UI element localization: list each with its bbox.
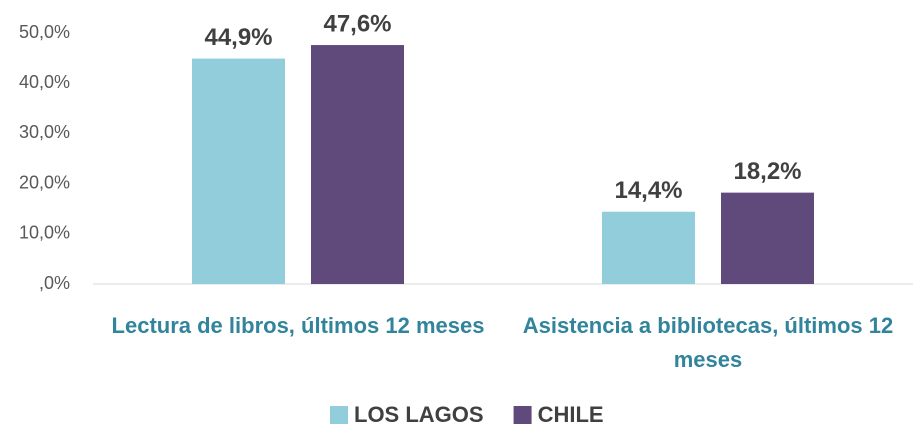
legend-swatch xyxy=(513,406,532,424)
bar xyxy=(311,45,404,284)
y-tick-label: 40,0% xyxy=(19,72,70,92)
data-label: 14,4% xyxy=(614,177,682,204)
x-tick-label: Lectura de libros, últimos 12 meses xyxy=(111,313,485,338)
bar xyxy=(192,58,285,284)
bar xyxy=(602,211,695,284)
x-tick-label: Asistencia a bibliotecas, últimos 12 mes… xyxy=(522,313,894,372)
y-tick-label: ,0% xyxy=(39,273,70,293)
y-tick-label: 20,0% xyxy=(19,172,70,192)
bar xyxy=(721,192,814,284)
data-label: 44,9% xyxy=(204,24,272,51)
legend-swatch xyxy=(330,406,348,424)
y-tick-label: 10,0% xyxy=(19,223,70,243)
legend-label: CHILE xyxy=(538,402,604,427)
y-tick-label: 30,0% xyxy=(19,122,70,142)
data-label: 47,6% xyxy=(323,10,391,37)
y-tick-label: 50,0% xyxy=(19,22,70,42)
legend-label: LOS LAGOS xyxy=(354,402,484,427)
data-label: 18,2% xyxy=(733,158,801,185)
